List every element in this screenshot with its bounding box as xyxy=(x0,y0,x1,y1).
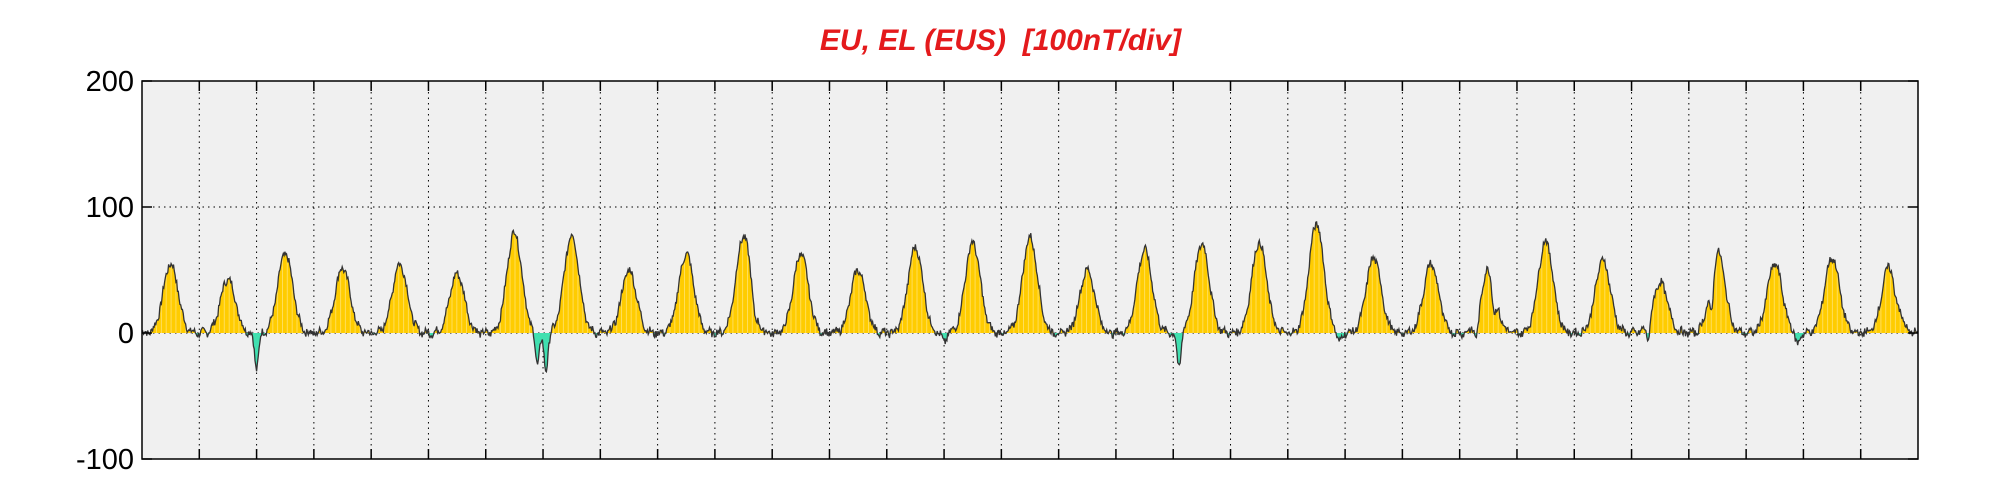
y-tick-label: -100 xyxy=(76,444,134,476)
y-tick-label: 200 xyxy=(86,66,134,98)
plot-frame xyxy=(141,80,1919,460)
y-tick-labels: 200 100 0 -100 xyxy=(76,66,134,476)
positive-area xyxy=(142,221,1918,333)
y-tick-label: 100 xyxy=(86,192,134,224)
tick-marks xyxy=(142,80,1918,460)
series-group xyxy=(141,221,1919,374)
chart-title: EU, EL (EUS) [100nT/div] xyxy=(819,24,1182,57)
series-line xyxy=(141,221,1919,374)
y-tick-label: 0 xyxy=(118,318,134,350)
